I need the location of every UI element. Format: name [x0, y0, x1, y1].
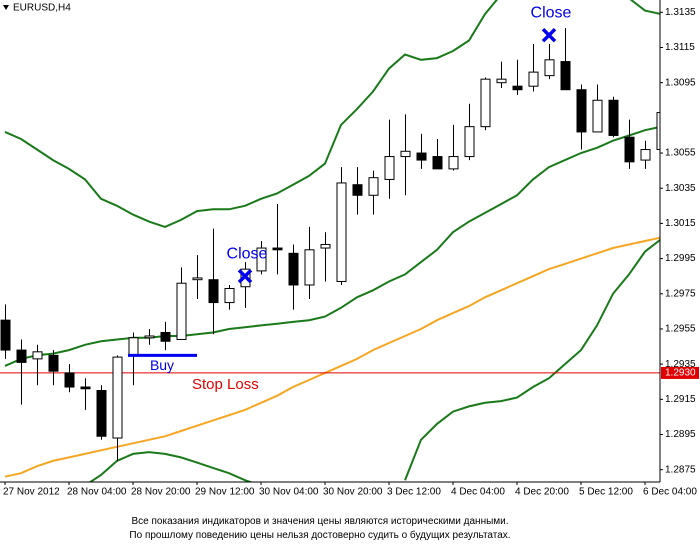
- stop-loss-price-box: [661, 366, 699, 379]
- candle-body: [0, 319, 11, 351]
- buy-label: Buy: [150, 357, 174, 373]
- y-tick-label: 1.2995: [665, 253, 696, 264]
- disclaimer-line: По прошлому поведению цены нельзя достов…: [129, 530, 511, 541]
- y-tick-label: 1.2895: [665, 429, 696, 440]
- candle-body: [560, 61, 571, 91]
- y-tick-label: 1.2975: [665, 288, 696, 299]
- candle-body: [656, 112, 660, 151]
- chart: EURUSD,H4 1.3135 1.3115 1.3095 1.3055 1.3035…: [0, 0, 699, 498]
- candle-body: [48, 354, 59, 372]
- candle-body: [640, 149, 651, 161]
- candle-body: [576, 89, 587, 133]
- candle-body: [464, 126, 475, 158]
- close-marker: [541, 27, 557, 43]
- candle-body: [224, 287, 235, 304]
- candle-body: [160, 331, 171, 342]
- y-tick-label: 1.3015: [665, 218, 696, 229]
- candle-body: [128, 337, 139, 356]
- candle-body: [32, 351, 43, 360]
- candle-body: [416, 152, 427, 161]
- candle-body: [336, 182, 347, 282]
- candle-body: [400, 150, 411, 158]
- candle-body: [352, 184, 363, 196]
- candle-body: [368, 177, 379, 196]
- stop-loss-price: 1.2930: [665, 368, 696, 379]
- candle-body: [480, 78, 491, 128]
- y-tick-label: 1.3035: [665, 183, 696, 194]
- plot-area: [0, 0, 660, 482]
- candle-body: [176, 282, 187, 341]
- close-label: Close: [531, 4, 572, 21]
- y-tick-label: 1.2915: [665, 394, 696, 405]
- candle-body: [208, 279, 219, 304]
- candle-body: [288, 252, 299, 286]
- x-tick-label: 4 Dec 04:00: [451, 487, 505, 498]
- chart-title: EURUSD,H4: [13, 3, 71, 14]
- candle-body: [320, 244, 331, 249]
- x-tick-label: 28 Nov 04:00: [67, 487, 127, 498]
- y-tick-label: 1.3135: [665, 7, 696, 18]
- x-tick-label: 28 Nov 20:00: [131, 487, 191, 498]
- y-tick-label: 1.2935: [665, 359, 696, 370]
- disclaimer-line: Все показания индикаторов и значения цен…: [131, 516, 509, 527]
- x-tick-label: 27 Nov 2012: [3, 487, 60, 498]
- y-tick-label: 1.2955: [665, 324, 696, 335]
- candle-body: [80, 386, 91, 390]
- candle-body: [448, 156, 459, 170]
- candle-body: [272, 247, 283, 251]
- candle-body: [608, 99, 619, 136]
- x-tick-label: 3 Dec 12:00: [387, 487, 441, 498]
- candle-body: [256, 247, 267, 272]
- candle-body: [528, 71, 539, 87]
- candle-body: [432, 156, 443, 170]
- candle-body: [112, 356, 123, 439]
- x-tick-label: 4 Dec 20:00: [515, 487, 569, 498]
- menu-icon[interactable]: [3, 5, 9, 10]
- stop-loss-label: Stop Loss: [192, 376, 259, 393]
- candle-body: [192, 277, 203, 281]
- x-tick-label: 6 Dec 04:00: [643, 487, 697, 498]
- y-tick-label: 1.2875: [665, 464, 696, 475]
- candle-body: [304, 249, 315, 286]
- candle-body: [144, 335, 155, 339]
- candle-body: [496, 78, 507, 84]
- x-tick-label: 30 Nov 20:00: [323, 487, 383, 498]
- candle-body: [64, 372, 75, 388]
- candle-body: [544, 59, 555, 77]
- x-tick-label: 30 Nov 04:00: [259, 487, 319, 498]
- y-tick-label: 1.3055: [665, 148, 696, 159]
- indicator-line: [4, 0, 660, 228]
- y-tick-label: 1.3115: [665, 42, 695, 53]
- candle-body: [384, 156, 395, 180]
- indicator-line: [4, 236, 660, 478]
- candle-body: [512, 85, 523, 91]
- y-tick-label: 1.3095: [665, 77, 696, 88]
- candle-body: [96, 390, 107, 437]
- x-tick-label: 29 Nov 12:00: [195, 487, 255, 498]
- close-label: Close: [227, 245, 268, 262]
- candle-body: [592, 99, 603, 133]
- indicator-line: [88, 238, 660, 482]
- candle-body: [16, 349, 27, 363]
- candle-body: [624, 136, 635, 163]
- x-tick-label: 5 Dec 12:00: [579, 487, 633, 498]
- close-marker: [237, 268, 253, 284]
- indicator-line: [4, 125, 660, 367]
